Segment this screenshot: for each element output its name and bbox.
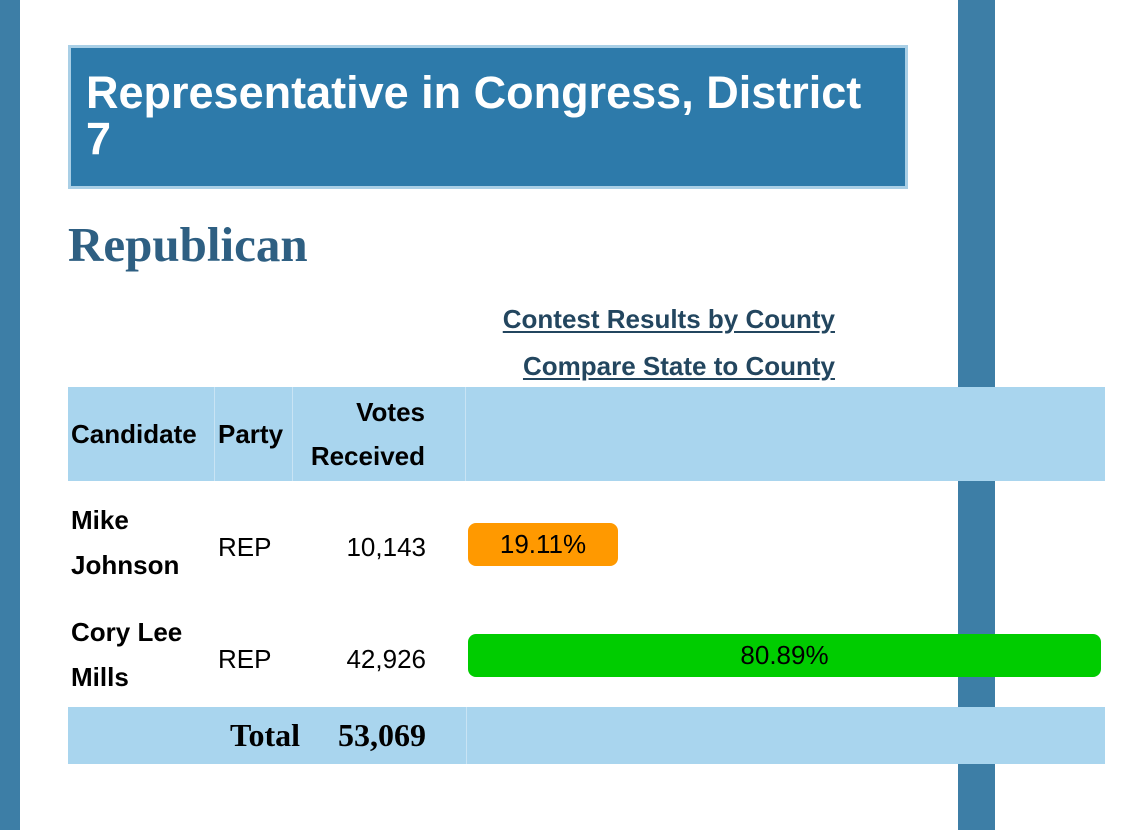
total-votes: 53,069	[338, 717, 426, 753]
table-header-row: Candidate Party Votes Received	[68, 387, 1105, 481]
candidate-name: Mike Johnson	[71, 505, 180, 580]
compare-state-to-county-link[interactable]: Compare State to County	[522, 351, 835, 381]
candidate-votes: 42,926	[346, 643, 426, 674]
candidate-name: Cory Lee Mills	[71, 617, 183, 692]
table-row: Mike Johnson REP 10,143 19.11%	[68, 497, 1105, 609]
contest-title: Representative in Congress, District 7	[86, 67, 862, 164]
total-divider	[466, 707, 467, 764]
candidate-votes: 10,143	[346, 531, 426, 562]
candidate-party: REP	[218, 643, 272, 674]
total-label: Total	[230, 717, 300, 753]
table-total-row: Total 53,069	[68, 707, 1105, 764]
candidate-party: REP	[218, 531, 272, 562]
contest-results-by-county-link[interactable]: Contest Results by County	[502, 304, 835, 334]
percent-bar: 19.11%	[468, 523, 618, 566]
contest-header-box: Representative in Congress, District 7	[68, 45, 908, 189]
party-heading: Republican	[68, 217, 308, 272]
percent-bar: 80.89%	[468, 634, 1101, 677]
left-border-rail	[0, 0, 20, 830]
header-candidate: Candidate	[68, 387, 215, 481]
header-votes-received: Votes Received	[293, 387, 466, 481]
table-row: Cory Lee Mills REP 42,926 80.89%	[68, 609, 1105, 721]
header-percent-column	[466, 387, 1105, 481]
header-party: Party	[215, 387, 293, 481]
